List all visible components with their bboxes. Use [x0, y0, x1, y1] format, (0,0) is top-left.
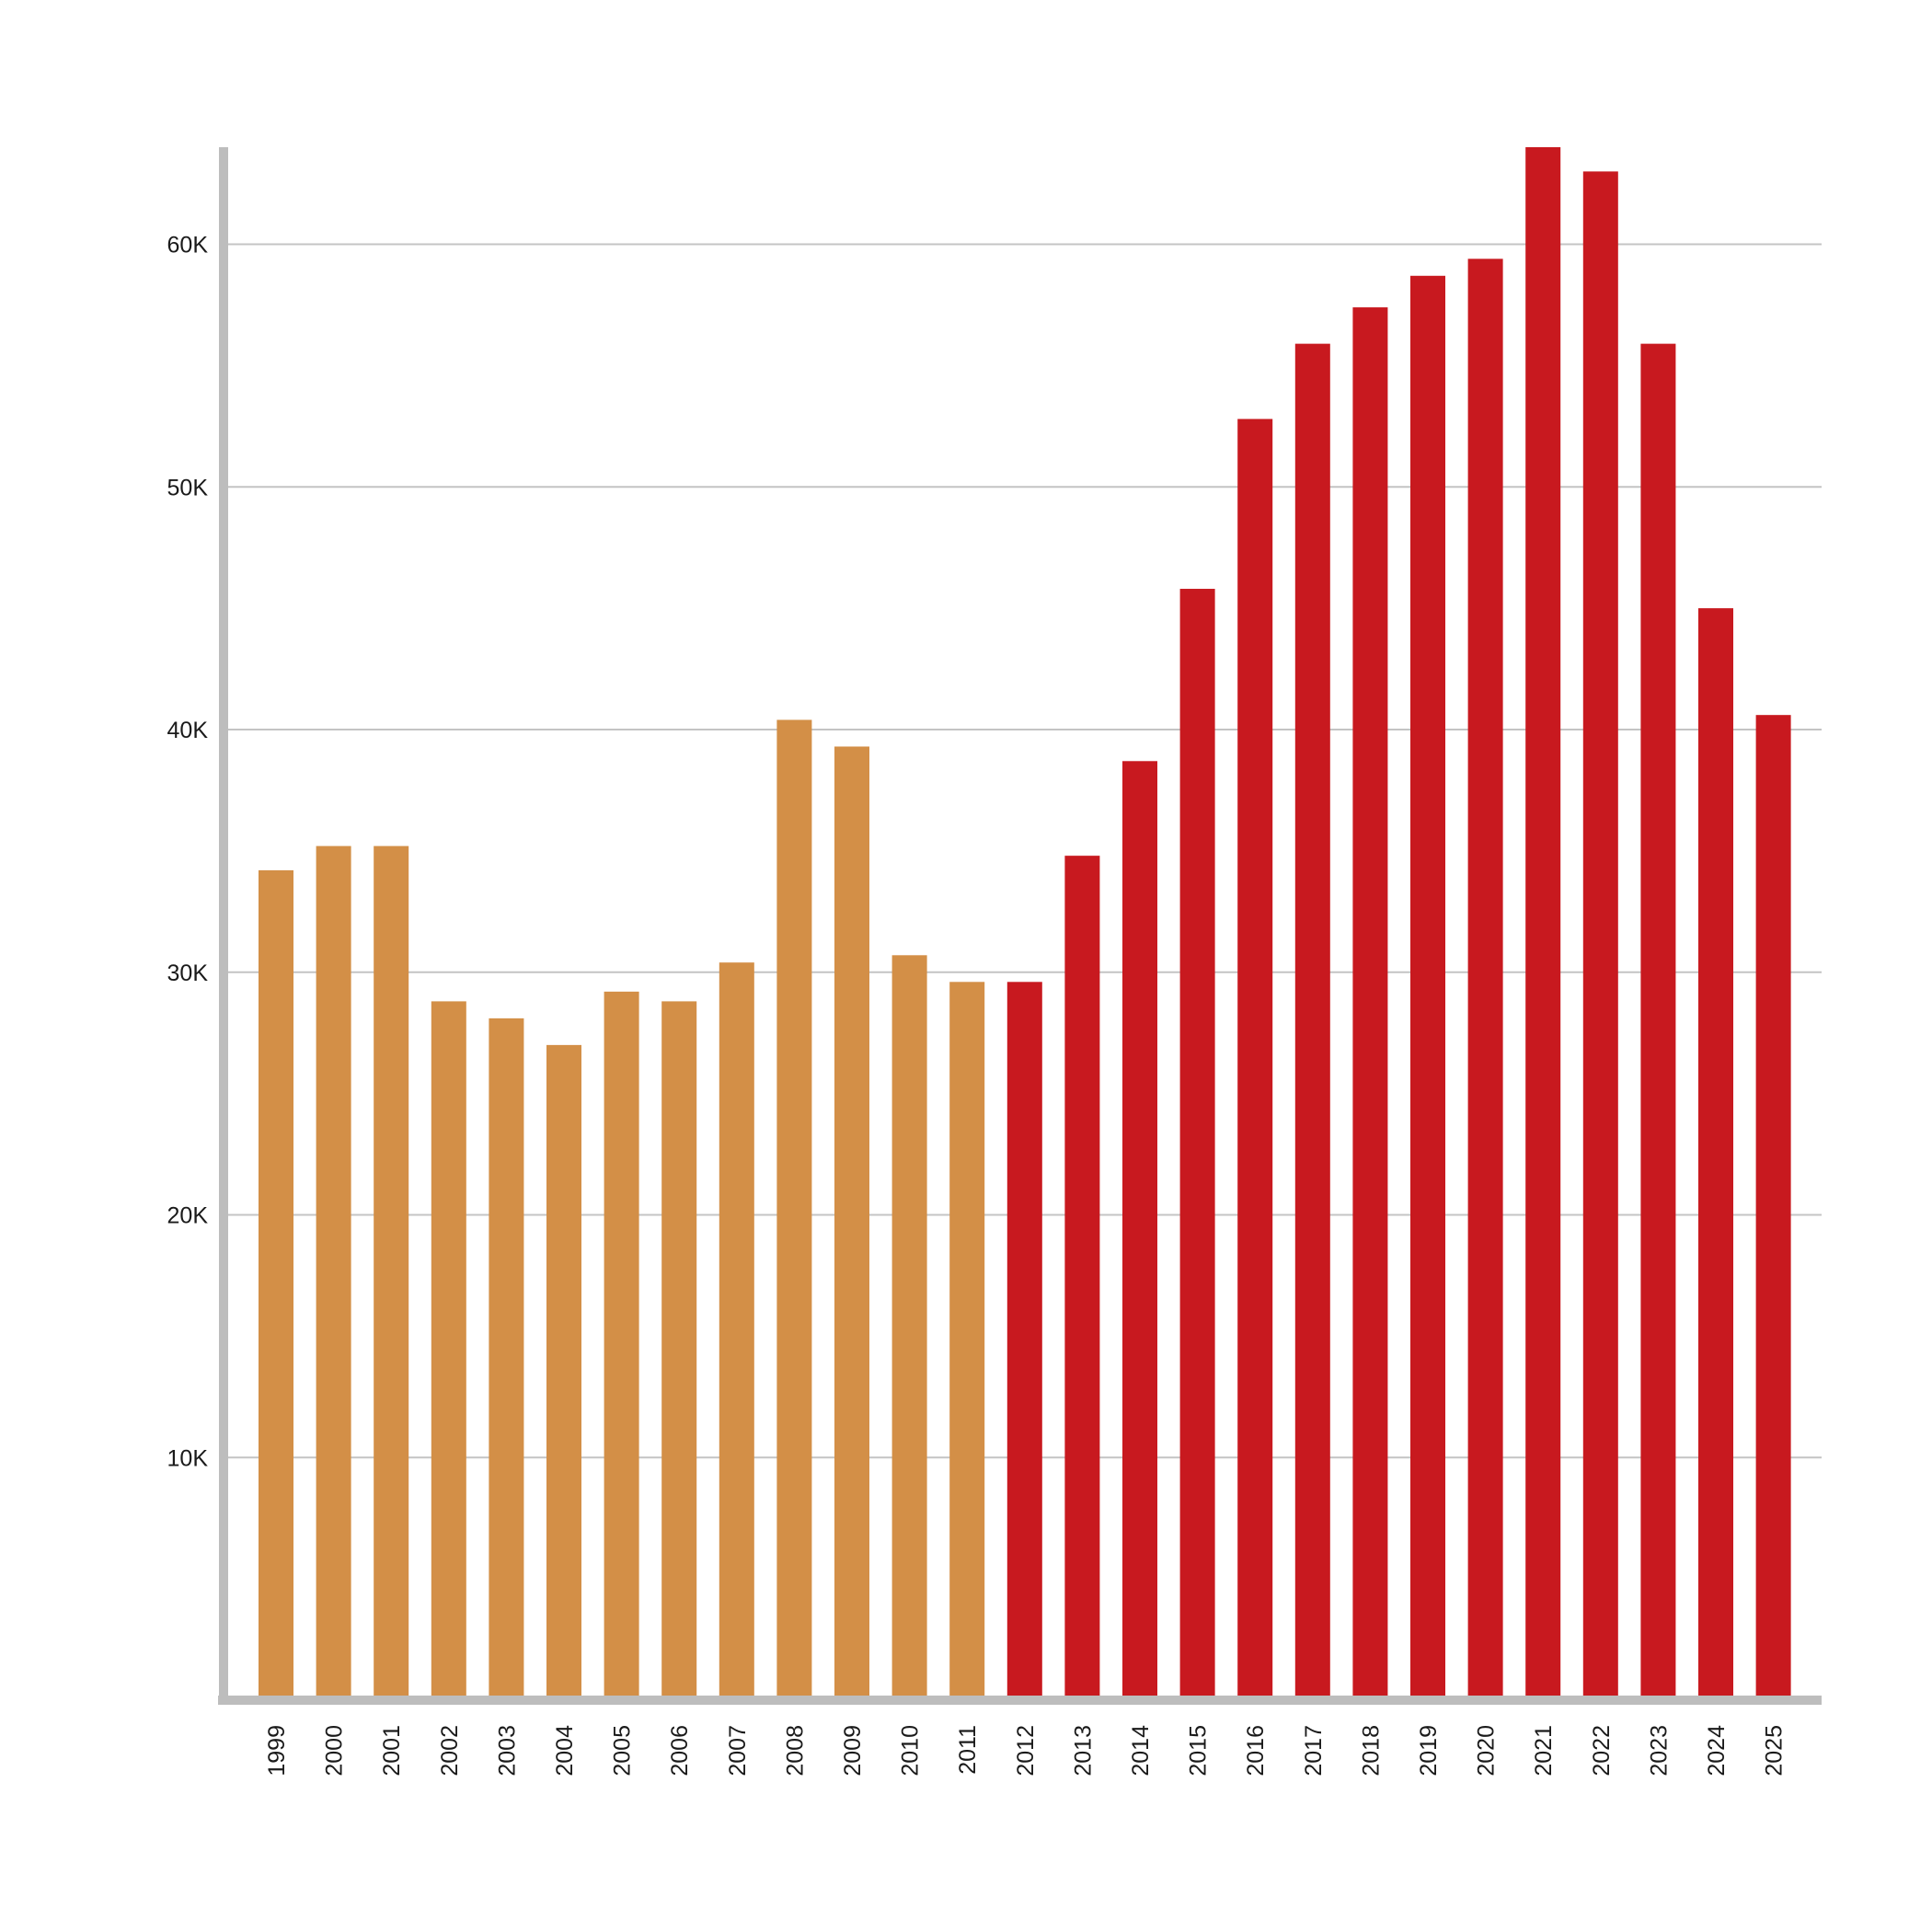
bar-2002 — [431, 1001, 466, 1700]
bar-2007 — [719, 962, 754, 1700]
bar-2023 — [1640, 343, 1676, 1701]
x-tick-label: 2013 — [1070, 1725, 1096, 1777]
x-tick-label: 2019 — [1416, 1725, 1442, 1777]
bar-2000 — [316, 845, 351, 1700]
axes — [218, 147, 1822, 1705]
x-tick-label: 2012 — [1013, 1725, 1039, 1777]
bar-2008 — [776, 719, 812, 1701]
x-tick-label: 2011 — [955, 1725, 981, 1775]
x-tick-label: 2022 — [1589, 1725, 1615, 1777]
y-tick-label: 50K — [167, 475, 209, 500]
x-tick-label: 2018 — [1358, 1725, 1384, 1777]
x-tick-label: 2021 — [1531, 1725, 1557, 1777]
y-tick-label: 30K — [167, 960, 209, 986]
x-tick-label: 2004 — [552, 1725, 578, 1777]
x-tick-labels: 1999 2000 2001 2002 2003 2004 2005 2006 2007 2008… — [264, 1725, 1788, 1777]
bars — [259, 147, 1791, 1701]
x-tick-label: 2010 — [898, 1725, 924, 1777]
bar-2022 — [1582, 171, 1618, 1700]
x-tick-label: 2015 — [1186, 1725, 1212, 1777]
bar-2018 — [1352, 307, 1388, 1701]
bar-2021 — [1525, 147, 1561, 1700]
bar-2020 — [1467, 259, 1503, 1701]
x-tick-label: 2002 — [437, 1725, 463, 1777]
y-tick-label: 40K — [167, 718, 209, 743]
x-tick-label: 2009 — [840, 1725, 866, 1777]
bar-2006 — [661, 1001, 697, 1700]
x-tick-label: 2014 — [1128, 1725, 1154, 1777]
bar-2024 — [1698, 608, 1733, 1700]
x-tick-label: 2005 — [610, 1725, 636, 1777]
x-tick-label: 2003 — [494, 1725, 520, 1777]
x-tick-label: 2025 — [1762, 1725, 1788, 1777]
y-tick-label: 10K — [167, 1445, 209, 1471]
bar-2012 — [1006, 982, 1042, 1700]
bar-2001 — [374, 845, 409, 1700]
y-tick-label: 20K — [167, 1203, 209, 1229]
x-tick-label: 2000 — [322, 1725, 348, 1777]
bar-2019 — [1410, 275, 1445, 1701]
x-tick-label: 2017 — [1301, 1725, 1327, 1777]
bar-2016 — [1237, 419, 1273, 1700]
bar-1999 — [259, 869, 293, 1700]
bar-2009 — [834, 746, 869, 1700]
x-tick-label: 2020 — [1474, 1725, 1500, 1777]
bar-2015 — [1179, 589, 1215, 1700]
x-tick-label: 1999 — [264, 1725, 290, 1777]
x-tick-label: 2023 — [1646, 1725, 1672, 1777]
bar-2004 — [546, 1044, 581, 1700]
x-tick-label: 2024 — [1704, 1725, 1730, 1777]
y-tick-label: 60K — [167, 233, 209, 259]
bar-2014 — [1122, 761, 1157, 1700]
x-tick-label: 2001 — [379, 1725, 405, 1777]
bar-2003 — [489, 1018, 524, 1700]
x-tick-label: 2006 — [667, 1725, 693, 1777]
bar-2011 — [949, 982, 985, 1700]
bar-2005 — [604, 991, 639, 1700]
x-tick-label: 2008 — [782, 1725, 808, 1777]
bar-2017 — [1294, 343, 1330, 1701]
bar-2013 — [1064, 856, 1100, 1700]
y-tick-labels: 10K 20K 30K 40K 50K 60K — [167, 233, 209, 1472]
bar-2010 — [891, 955, 927, 1700]
x-tick-label: 2007 — [725, 1725, 751, 1777]
bar-2025 — [1755, 715, 1791, 1700]
x-tick-label: 2016 — [1243, 1725, 1269, 1777]
